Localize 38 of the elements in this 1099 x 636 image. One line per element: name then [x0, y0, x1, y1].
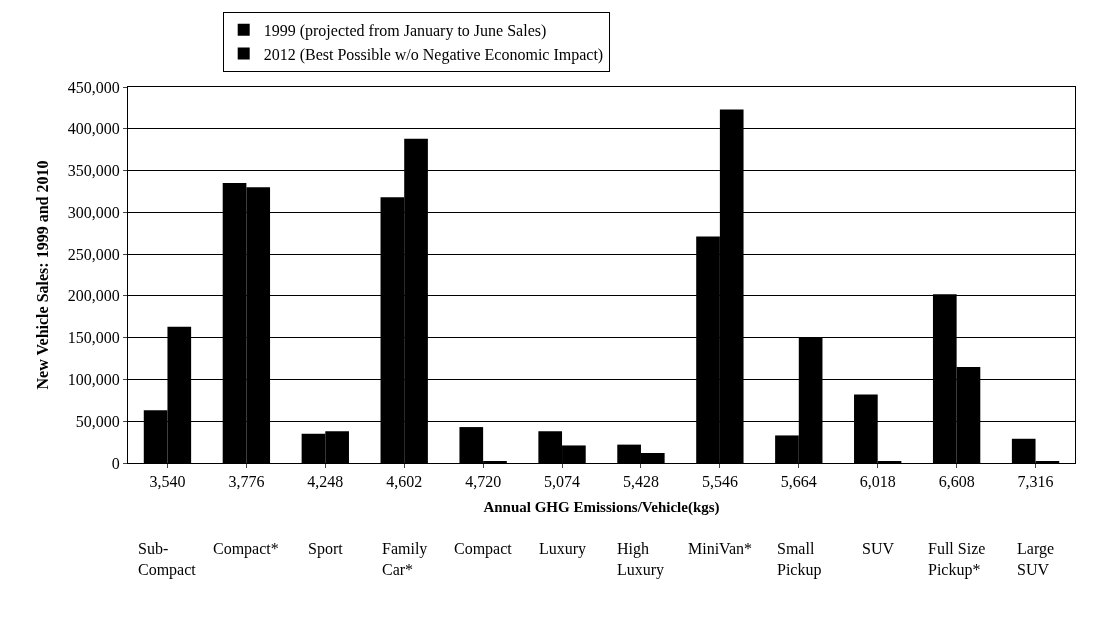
x-tick-label: 7,316: [1017, 473, 1054, 491]
x-tick-label: 5,074: [544, 473, 581, 491]
legend-label: 2012 (Best Possible w/o Negative Economic Impact): [263, 45, 604, 64]
text: SUV: [862, 540, 895, 557]
y-tick-label: 400,000: [67, 120, 120, 138]
y-tick-label: 100,000: [67, 371, 120, 389]
text: Compact*: [213, 540, 279, 558]
x-tick-label: 4,248: [307, 473, 344, 491]
x-tick-label: 4,720: [465, 473, 502, 491]
y-tick-label: 250,000: [67, 245, 120, 263]
text: Large SUV: [1017, 540, 1055, 578]
y-tick-label: 200,000: [67, 287, 120, 305]
x-tick-label: 5,546: [701, 473, 738, 491]
x-axis-title: Annual GHG Emissions/Vehicle(kgs): [483, 499, 720, 517]
text: Family Car*: [382, 540, 428, 578]
text: Full Size Pickup*: [928, 540, 986, 579]
y-tick-label: 150,000: [67, 329, 120, 347]
y-tick-label: 450,000: [67, 78, 120, 96]
x-tick-label: 6,018: [859, 473, 896, 491]
text: MiniVan*: [688, 540, 752, 557]
x-tick-label: 3,540: [149, 473, 186, 491]
y-axis-title: New Vehicle Sales: 1999 and 2010: [33, 160, 51, 390]
y-tick-label: 350,000: [67, 162, 120, 180]
x-tick-label: 4,602: [386, 473, 423, 491]
legend-label: 1999 (projected from January to June Sales): [263, 21, 547, 40]
y-tick-label: 300,000: [67, 203, 120, 221]
x-tick-label: 5,428: [622, 473, 659, 491]
x-tick-label: 5,664: [780, 473, 817, 491]
text: Sub- Compact: [138, 540, 197, 579]
text: Compact: [454, 540, 513, 558]
y-tick-label: 0: [111, 454, 120, 472]
text: High Luxury: [617, 540, 665, 579]
y-tick-label: 50,000: [75, 412, 120, 430]
x-tick-label: 6,608: [938, 473, 975, 491]
text: Luxury: [539, 540, 587, 558]
text: Small Pickup: [777, 540, 822, 579]
x-tick-label: 3,776: [228, 473, 265, 491]
text: Sport: [308, 540, 344, 558]
